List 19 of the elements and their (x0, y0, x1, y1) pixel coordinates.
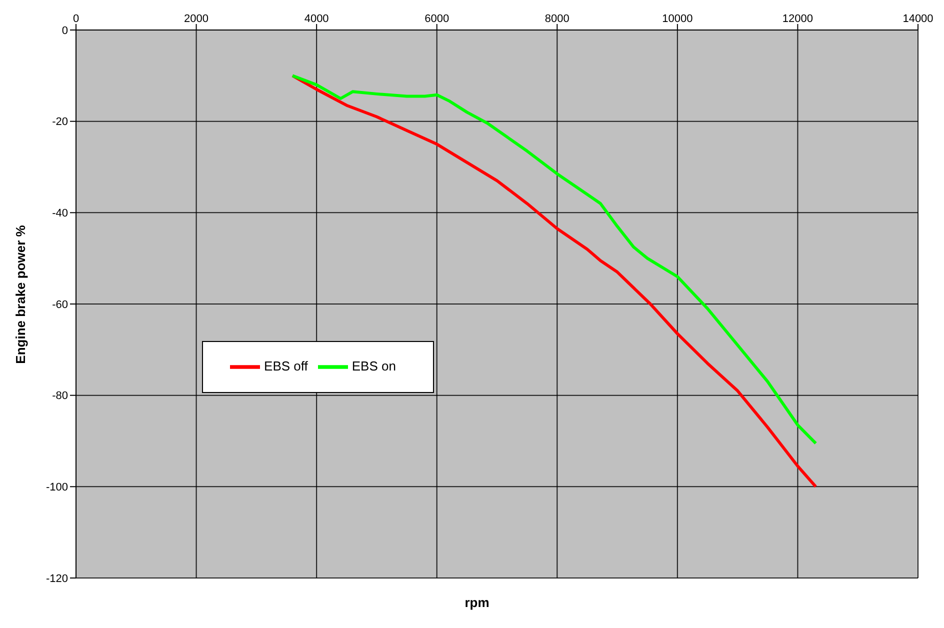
x-axis-title: rpm (464, 595, 490, 610)
y-tick-label: -120 (46, 572, 68, 585)
legend-label: EBS on (352, 358, 396, 374)
x-tick-label: 14000 (902, 13, 934, 25)
x-tick-label: 10000 (662, 13, 693, 25)
legend-label: EBS off (264, 358, 308, 374)
y-tick-label: -60 (52, 298, 68, 311)
x-tick-label: 6000 (424, 13, 450, 25)
x-tick-label: 0 (72, 13, 80, 25)
x-tick-label: 12000 (782, 13, 814, 25)
y-axis-title: Engine brake power % (12, 224, 28, 364)
y-tick-label: -40 (52, 208, 68, 220)
x-tick-label: 8000 (544, 13, 570, 25)
y-tick-label: 0 (62, 24, 68, 37)
y-tick-label: -20 (52, 116, 68, 128)
y-tick-label: -100 (46, 482, 68, 494)
x-tick-label: 4000 (304, 13, 329, 25)
x-tick-label: 2000 (184, 13, 209, 25)
y-tick-label: -80 (52, 390, 68, 402)
